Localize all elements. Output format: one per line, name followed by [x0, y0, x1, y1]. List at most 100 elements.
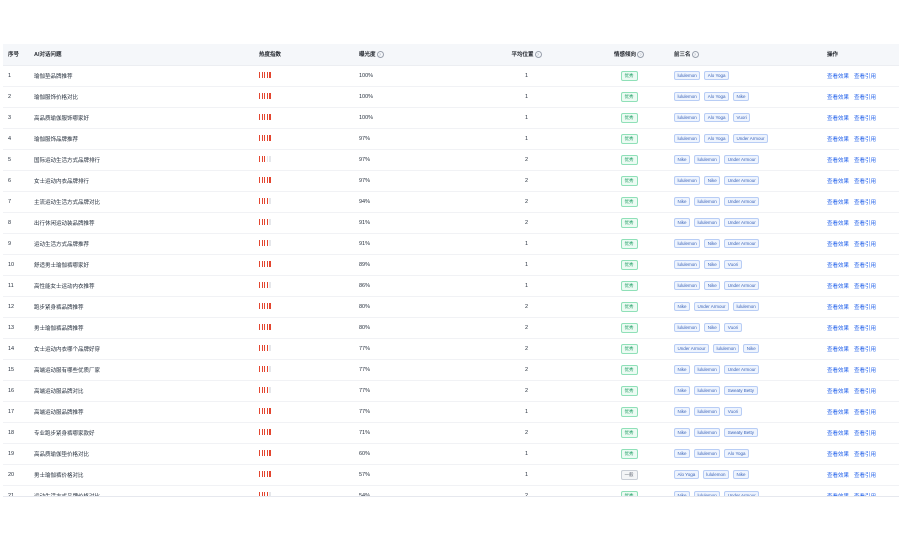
header-avg-position-label: 平均位置 — [511, 52, 534, 59]
row-sentiment: 优秀 — [589, 443, 669, 465]
heat-bar — [269, 492, 271, 496]
row-question: 运动生活方式品牌推荐 — [29, 233, 254, 255]
heat-bar — [264, 345, 266, 352]
view-citation-link[interactable]: 查看引用 — [854, 136, 877, 143]
brand-tag: Nike — [704, 176, 721, 185]
row-sentiment: 优秀 — [589, 422, 669, 444]
heat-bar — [264, 240, 266, 247]
view-result-link[interactable]: 查看效果 — [827, 493, 850, 497]
view-result-link[interactable]: 查看效果 — [827, 220, 850, 227]
view-citation-link[interactable]: 查看引用 — [854, 241, 877, 248]
brand-tag: Vuori — [724, 323, 742, 332]
view-citation-link[interactable]: 查看引用 — [854, 388, 877, 395]
row-avg-position: 1 — [464, 233, 589, 255]
view-citation-link[interactable]: 查看引用 — [854, 199, 877, 206]
view-citation-link[interactable]: 查看引用 — [854, 220, 877, 227]
view-result-link[interactable]: 查看效果 — [827, 136, 850, 143]
heat-bars — [259, 198, 271, 205]
heat-bars — [259, 177, 271, 184]
row-top3: lululemon Nike Under Armour — [669, 233, 822, 255]
view-citation-link[interactable]: 查看引用 — [854, 346, 877, 353]
view-citation-link[interactable]: 查看引用 — [854, 115, 877, 122]
row-avg-position: 1 — [464, 65, 589, 87]
view-result-link[interactable]: 查看效果 — [827, 409, 850, 416]
help-icon[interactable]: ? — [637, 51, 644, 59]
view-result-link[interactable]: 查看效果 — [827, 451, 850, 458]
view-citation-link[interactable]: 查看引用 — [854, 304, 877, 311]
view-result-link[interactable]: 查看效果 — [827, 304, 850, 311]
view-citation-link[interactable]: 查看引用 — [854, 73, 877, 80]
view-result-link[interactable]: 查看效果 — [827, 388, 850, 395]
view-citation-link[interactable]: 查看引用 — [854, 325, 877, 332]
brand-tag: Vuori — [733, 113, 751, 122]
row-exposure: 77% — [354, 380, 464, 402]
help-icon[interactable]: ? — [691, 51, 699, 59]
view-result-link[interactable]: 查看效果 — [827, 115, 850, 122]
row-avg-position: 2 — [464, 422, 589, 444]
heat-bars — [259, 429, 271, 436]
row-question: 跑步紧身裤品牌推荐 — [29, 296, 254, 318]
view-result-link[interactable]: 查看效果 — [827, 241, 850, 248]
view-citation-link[interactable]: 查看引用 — [854, 178, 877, 185]
row-exposure: 71% — [354, 422, 464, 444]
view-result-link[interactable]: 查看效果 — [827, 367, 850, 374]
brand-tag: lululemon — [674, 113, 701, 122]
view-citation-link[interactable]: 查看引用 — [854, 367, 877, 374]
row-top3: Nike lululemon Vuori — [669, 401, 822, 423]
heat-bar — [266, 429, 269, 436]
row-avg-position: 1 — [464, 275, 589, 297]
view-result-link[interactable]: 查看效果 — [827, 73, 850, 80]
row-top3: lululemon Nike Vuori — [669, 317, 822, 339]
view-citation-link[interactable]: 查看引用 — [854, 94, 877, 101]
view-result-link[interactable]: 查看效果 — [827, 199, 850, 206]
row-avg-position: 1 — [464, 107, 589, 129]
help-icon[interactable]: ? — [534, 51, 542, 59]
heat-bar — [261, 72, 263, 79]
heat-bars — [259, 303, 271, 310]
table-row: 4 瑜伽服饰品牌推荐 97% 1 优秀 lululemon Alo Yoga Under Ar… — [3, 128, 899, 150]
view-citation-link[interactable]: 查看引用 — [854, 409, 877, 416]
table-body: 1 瑜伽垫品牌推荐 100% 1 优秀 lululemon Alo Yoga 查看效果 查看引用… — [3, 65, 899, 497]
view-citation-link[interactable]: 查看引用 — [854, 493, 877, 497]
row-exposure: 91% — [354, 233, 464, 255]
view-result-link[interactable]: 查看效果 — [827, 178, 850, 185]
view-result-link[interactable]: 查看效果 — [827, 346, 850, 353]
help-icon[interactable]: ? — [376, 51, 384, 59]
row-index: 7 — [3, 191, 29, 213]
row-question: 高品质瑜伽服饰哪家好 — [29, 107, 254, 129]
brand-tag: Under Armour — [694, 302, 730, 311]
heat-bars — [259, 114, 271, 121]
row-heat — [254, 296, 354, 318]
view-result-link[interactable]: 查看效果 — [827, 94, 850, 101]
header-sentiment-label: 情感倾向 — [613, 52, 636, 59]
view-result-link[interactable]: 查看效果 — [827, 157, 850, 164]
table-row: 16 高端运动服品牌对比 77% 2 优秀 Nike lululemon Sweaty Bet… — [3, 380, 899, 402]
heat-bar — [259, 177, 261, 184]
view-citation-link[interactable]: 查看引用 — [854, 451, 877, 458]
view-result-link[interactable]: 查看效果 — [827, 283, 850, 290]
sentiment-tag: 优秀 — [620, 70, 638, 81]
row-top3: Nike lululemon Under Armour — [669, 149, 822, 171]
table-row: 12 跑步紧身裤品牌推荐 80% 2 优秀 Nike Under Armour lululem… — [3, 296, 899, 318]
view-citation-link[interactable]: 查看引用 — [854, 430, 877, 437]
row-heat — [254, 443, 354, 465]
row-avg-position: 1 — [464, 401, 589, 423]
view-result-link[interactable]: 查看效果 — [827, 262, 850, 269]
sentiment-tag: 优秀 — [620, 427, 638, 438]
view-result-link[interactable]: 查看效果 — [827, 325, 850, 332]
sentiment-tag: 优秀 — [620, 364, 638, 375]
view-citation-link[interactable]: 查看引用 — [854, 157, 877, 164]
row-heat — [254, 107, 354, 129]
view-citation-link[interactable]: 查看引用 — [854, 472, 877, 479]
row-avg-position: 1 — [464, 86, 589, 108]
row-avg-position: 1 — [464, 464, 589, 486]
view-citation-link[interactable]: 查看引用 — [854, 262, 877, 269]
brand-tag: lululemon — [694, 155, 721, 164]
view-result-link[interactable]: 查看效果 — [827, 472, 850, 479]
row-index: 17 — [3, 401, 29, 423]
brand-tag: Under Armour — [724, 491, 760, 496]
header-exposure: 曝光度? — [354, 44, 464, 66]
view-citation-link[interactable]: 查看引用 — [854, 283, 877, 290]
view-result-link[interactable]: 查看效果 — [827, 430, 850, 437]
brand-tag: lululemon — [713, 344, 740, 353]
